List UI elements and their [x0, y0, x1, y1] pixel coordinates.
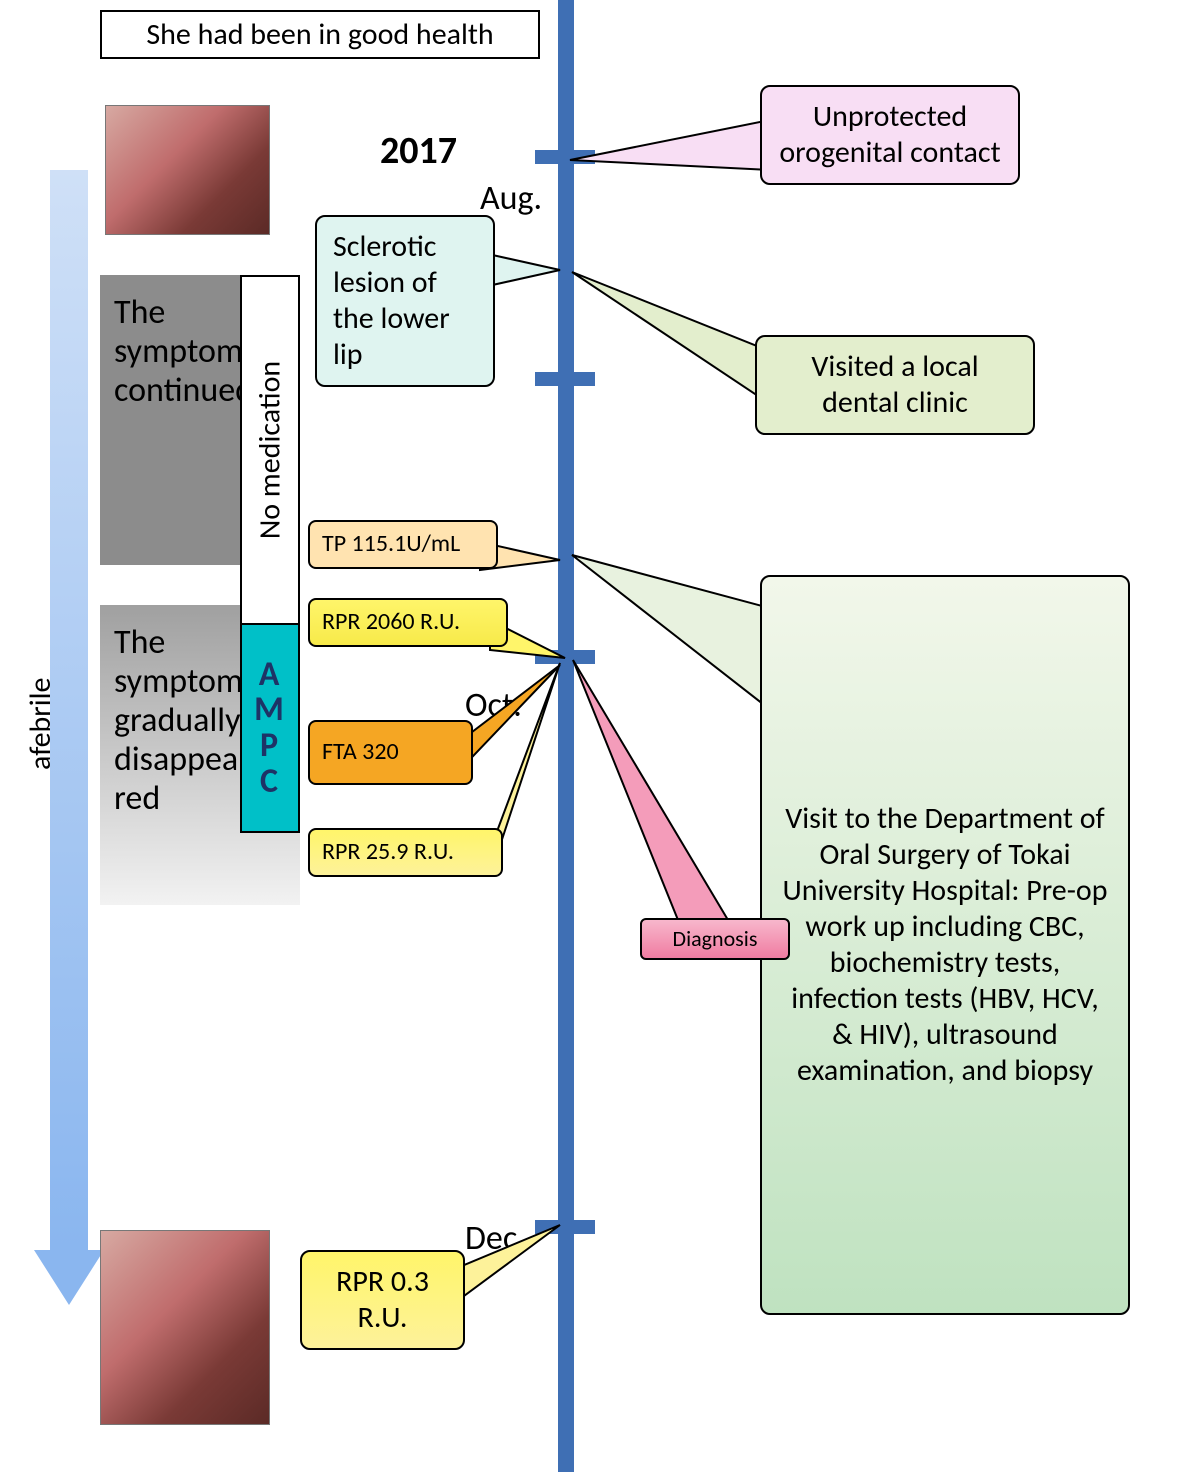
callout-rpr1-text: RPR 2060 R.U.	[322, 607, 460, 636]
callout-rpr2-text: RPR 25.9 R.U.	[322, 837, 454, 866]
callout-orogenital: Unprotected orogenital contact	[760, 85, 1020, 185]
ampc-text: AMPC	[254, 657, 286, 800]
callout-dental-text: Visited a local dental clinic	[811, 348, 978, 421]
callout-diagnosis: Diagnosis	[640, 918, 790, 960]
callout-fta-text: FTA 320	[322, 738, 399, 767]
callout-sclerotic-text: Sclerotic lesion of the lower lip	[333, 228, 450, 373]
no-medication-text: No medication	[252, 361, 289, 539]
pointer-dental	[572, 272, 782, 432]
callout-rpr3: RPR 0.3 R.U.	[300, 1250, 465, 1350]
clinical-photo-bottom	[100, 1230, 270, 1425]
year-label: 2017	[380, 128, 457, 174]
callout-diagnosis-text: Diagnosis	[673, 925, 758, 952]
callout-sclerotic: Sclerotic lesion of the lower lip	[315, 215, 495, 387]
callout-tokai-text: Visit to the Department of Oral Surgery …	[778, 801, 1112, 1089]
block-symptom-continued-text: The symptom continued	[114, 292, 253, 411]
afebrile-arrow-head	[34, 1250, 104, 1305]
no-medication-bar: No medication	[240, 275, 300, 625]
callout-dental: Visited a local dental clinic	[755, 335, 1035, 435]
afebrile-label: afebrile	[22, 678, 59, 770]
callout-orogenital-text: Unprotected orogenital contact	[779, 98, 1000, 171]
pointer-diagnosis	[573, 660, 743, 940]
callout-tokai: Visit to the Department of Oral Surgery …	[760, 575, 1130, 1315]
header-note-text: She had been in good health	[146, 16, 493, 53]
callout-rpr3-text: RPR 0.3 R.U.	[336, 1263, 429, 1336]
callout-rpr2: RPR 25.9 R.U.	[308, 828, 503, 877]
block-symptom-disappeared-text: The symptom gradually disappear-red	[114, 622, 259, 819]
callout-tp: TP 115.1U/mL	[308, 520, 498, 569]
clinical-photo-top	[105, 105, 270, 235]
header-note: She had been in good health	[100, 10, 540, 59]
pointer-orogenital	[570, 150, 780, 250]
callout-tp-text: TP 115.1U/mL	[322, 529, 460, 558]
pointer-rpr3	[445, 1255, 585, 1335]
callout-fta: FTA 320	[308, 720, 473, 785]
callout-rpr1: RPR 2060 R.U.	[308, 598, 508, 647]
ampc-bar: AMPC	[240, 623, 300, 833]
timeline-diagram: She had been in good health 2017 Aug. Oc…	[0, 0, 1182, 1472]
